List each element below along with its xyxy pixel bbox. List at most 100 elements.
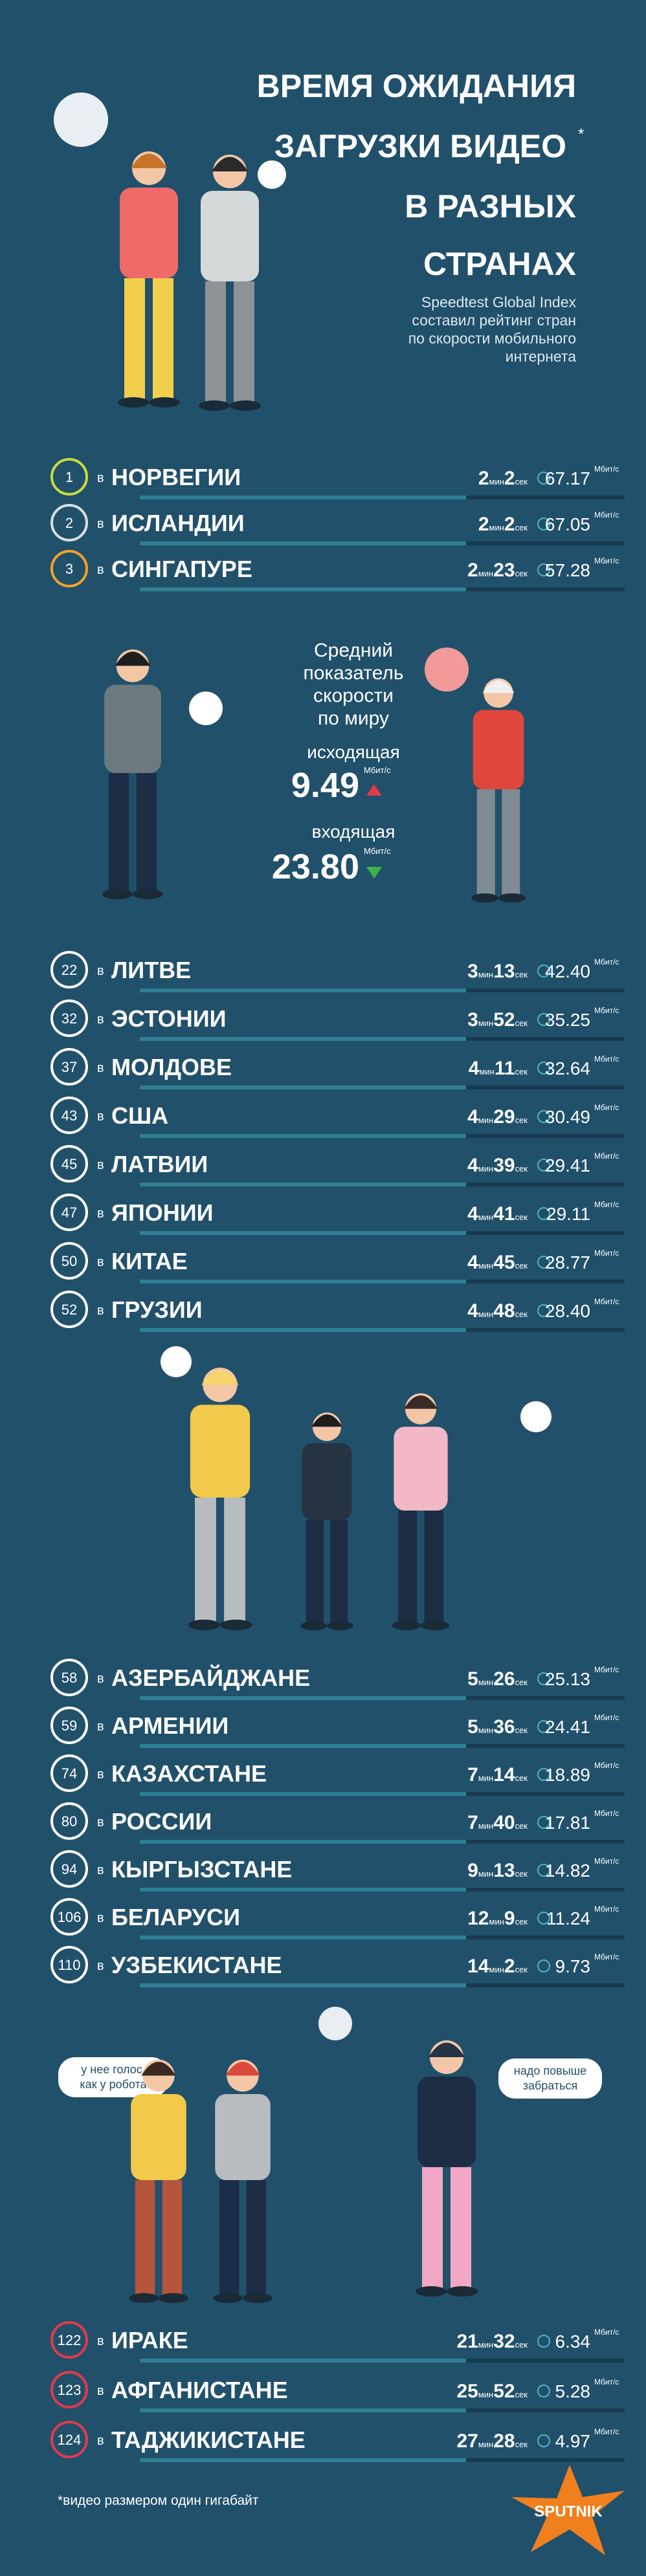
person — [416, 2040, 478, 2297]
shoe — [421, 1621, 450, 1631]
leg — [476, 789, 495, 897]
speed-unit: Мбит/с — [594, 1006, 619, 1015]
wait-time: 4мин29сек — [467, 1106, 528, 1128]
wait-time: 2мин2сек — [478, 514, 528, 535]
speed-unit: Мбит/с — [594, 2427, 619, 2436]
status-icon — [537, 1062, 550, 1075]
hair — [212, 157, 248, 171]
min-unit: мин — [479, 1067, 494, 1076]
speed-unit: Мбит/с — [594, 1665, 619, 1674]
speed-unit: Мбит/с — [594, 1761, 619, 1770]
sec-unit: сек — [515, 1018, 528, 1028]
person — [118, 151, 180, 408]
sec-unit: сек — [515, 569, 528, 578]
preposition: в — [97, 1206, 104, 1221]
down-arrow — [366, 867, 382, 879]
shoe — [149, 397, 180, 408]
seconds: 13 — [493, 1860, 515, 1881]
speed-unit: Мбит/с — [594, 1152, 619, 1161]
title-line: ЗАГРУЗКИ ВИДЕО — [274, 128, 566, 164]
person — [392, 1393, 450, 1631]
speed-unit: Мбит/с — [594, 510, 619, 519]
min-unit: мин — [478, 970, 493, 979]
preposition: в — [97, 563, 104, 577]
sec-unit: сек — [515, 1164, 528, 1173]
leg — [205, 281, 226, 404]
header: ВРЕМЯ ОЖИДАНИЯ ЗАГРУЗКИ ВИДЕО * В РАЗНЫХ… — [257, 68, 585, 365]
wait-time: 4мин11сек — [469, 1058, 528, 1079]
speed-unit: Мбит/с — [594, 1103, 619, 1112]
hair — [141, 2062, 176, 2076]
ranking-row: 106 в БЕЛАРУСИ 12мин9сек 11.24 Мбит/с — [50, 1898, 625, 1939]
rank: 110 — [58, 1957, 80, 1973]
country: ЛАТВИИ — [111, 1151, 208, 1177]
bubble-text: у нее голос, — [81, 2063, 145, 2076]
bubble-text: забраться — [523, 2079, 578, 2092]
sec-unit: сек — [515, 523, 528, 532]
torso — [190, 1404, 251, 1498]
sec-unit: сек — [515, 1725, 528, 1735]
country: КЫРГЫЗСТАНЕ — [111, 1856, 292, 1883]
ranking-row: 32 в ЭСТОНИИ 3мин52сек 35.25 Мбит/с — [50, 999, 625, 1041]
status-icon — [537, 563, 550, 576]
unit: Мбит/с — [364, 846, 391, 856]
country: ГРУЗИИ — [111, 1296, 203, 1323]
wait-time: 4мин45сек — [467, 1252, 528, 1273]
seconds: 41 — [493, 1203, 515, 1225]
hair — [482, 680, 515, 693]
hair — [404, 1395, 438, 1409]
minutes: 5 — [467, 1716, 478, 1738]
torso — [201, 191, 259, 281]
speed: 29.41 — [545, 1155, 590, 1175]
title-mark: * — [578, 126, 584, 143]
rank-ring — [50, 1850, 88, 1888]
person — [471, 678, 526, 902]
rank-ring — [50, 1097, 88, 1134]
leg — [451, 2167, 471, 2290]
download-label: входящая — [312, 822, 395, 842]
wait-time: 27мин28сек — [456, 2430, 528, 2452]
leg — [234, 281, 254, 404]
rank: 94 — [61, 1861, 77, 1877]
person — [199, 155, 261, 411]
wait-time: 14мин2сек — [467, 1956, 528, 1977]
icon-bubble — [425, 648, 469, 692]
speed: 9.73 — [555, 1956, 591, 1976]
rank-ring — [50, 1194, 88, 1231]
hair — [225, 2062, 260, 2076]
speed: 42.40 — [545, 961, 590, 981]
preposition: в — [97, 517, 104, 531]
rank: 58 — [61, 1670, 77, 1686]
seconds: 23 — [493, 560, 515, 581]
upload-label: исходящая — [307, 742, 400, 762]
hair — [311, 1414, 342, 1427]
minutes: 4 — [467, 1106, 478, 1128]
speed-unit: Мбит/с — [594, 464, 619, 474]
hair — [115, 651, 151, 666]
sec-unit: сек — [515, 2340, 528, 2350]
rank-ring — [50, 1659, 88, 1696]
status-icon — [537, 1110, 550, 1123]
minutes: 3 — [467, 961, 478, 982]
seconds: 45 — [493, 1252, 515, 1273]
country: ЛИТВЕ — [111, 957, 191, 983]
leg — [330, 1520, 348, 1625]
status-icon — [537, 1959, 550, 1972]
rank: 80 — [61, 1813, 77, 1829]
rank: 43 — [61, 1108, 77, 1124]
shoe — [230, 400, 261, 411]
wait-time: 3мин52сек — [467, 1009, 528, 1031]
minutes: 4 — [469, 1058, 480, 1079]
bubbles: у нее голос, как у робота надо повыше за… — [58, 2057, 602, 2099]
country: АФГАНИСТАНЕ — [111, 2377, 288, 2403]
min-unit: мин — [478, 1309, 493, 1319]
ranking-row: 94 в КЫРГЫЗСТАНЕ 9мин13сек 14.82 Мбит/с — [50, 1850, 625, 1892]
torso — [104, 684, 161, 773]
status-icon — [537, 1013, 550, 1026]
subtitle-line: Speedtest Global Index — [421, 294, 577, 311]
hair — [201, 1370, 239, 1385]
person — [300, 1412, 353, 1630]
min-unit: мин — [478, 2440, 493, 2449]
shoe — [213, 2293, 243, 2303]
seconds: 40 — [493, 1812, 515, 1833]
